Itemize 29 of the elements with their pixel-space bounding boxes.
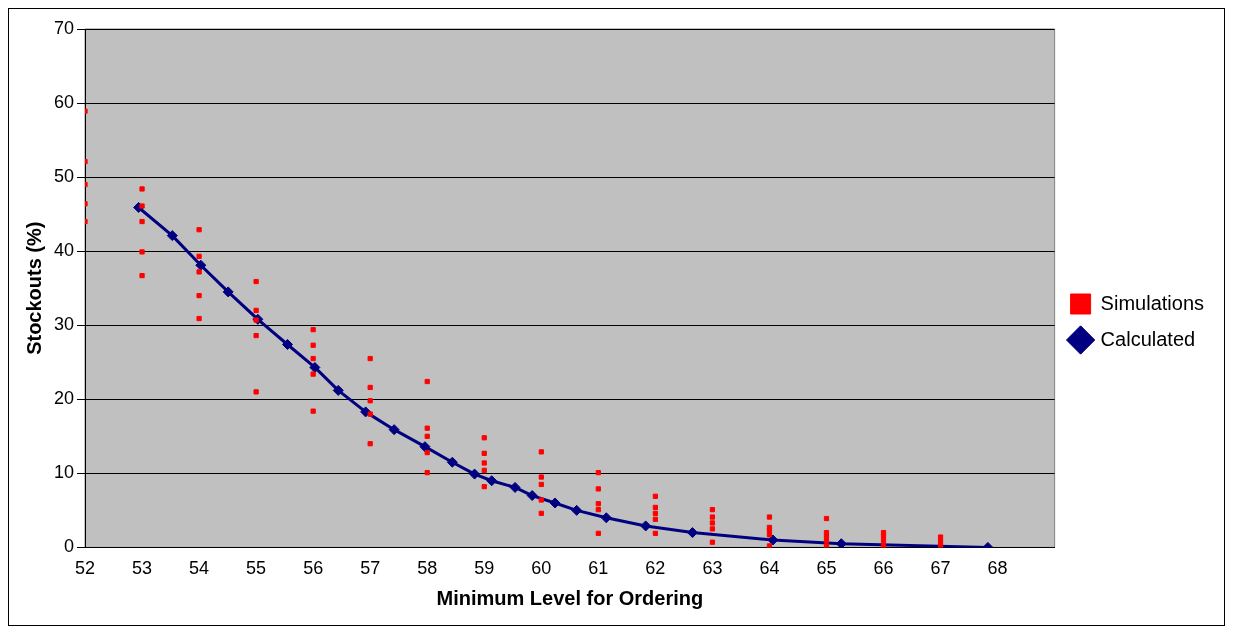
y-tick-label: 70 xyxy=(53,17,75,38)
x-tick-label: 57 xyxy=(360,558,381,579)
legend-label: Calculated xyxy=(1100,327,1196,350)
x-tick-label: 60 xyxy=(531,558,552,579)
legend-label: Simulations xyxy=(1100,291,1205,314)
y-tick-label: 20 xyxy=(53,388,75,409)
x-axis-title: Minimum Level for Ordering xyxy=(436,586,704,609)
x-tick-label: 66 xyxy=(873,558,894,579)
x-tick-label: 61 xyxy=(588,558,609,579)
y-tick-label: 60 xyxy=(53,92,75,113)
y-axis-title: Stockouts (%) xyxy=(22,221,45,355)
y-tick-label: 10 xyxy=(53,462,75,483)
y-tick-label: 0 xyxy=(64,536,75,557)
x-tick-label: 52 xyxy=(75,558,96,579)
x-tick-label: 53 xyxy=(132,558,153,579)
x-tick-label: 55 xyxy=(246,558,267,579)
x-tick-label: 63 xyxy=(702,558,723,579)
x-tick-label: 56 xyxy=(303,558,324,579)
x-tick-label: 54 xyxy=(189,558,210,579)
x-tick-label: 64 xyxy=(759,558,780,579)
x-tick-label: 68 xyxy=(987,558,1008,579)
x-tick-label: 67 xyxy=(930,558,951,579)
x-tick-label: 59 xyxy=(474,558,495,579)
x-tick-label: 65 xyxy=(816,558,837,579)
x-tick-label: 62 xyxy=(645,558,666,579)
y-tick-label: 40 xyxy=(53,240,75,261)
y-tick-label: 30 xyxy=(53,314,75,335)
y-tick-label: 50 xyxy=(53,166,75,187)
x-tick-label: 58 xyxy=(417,558,438,579)
